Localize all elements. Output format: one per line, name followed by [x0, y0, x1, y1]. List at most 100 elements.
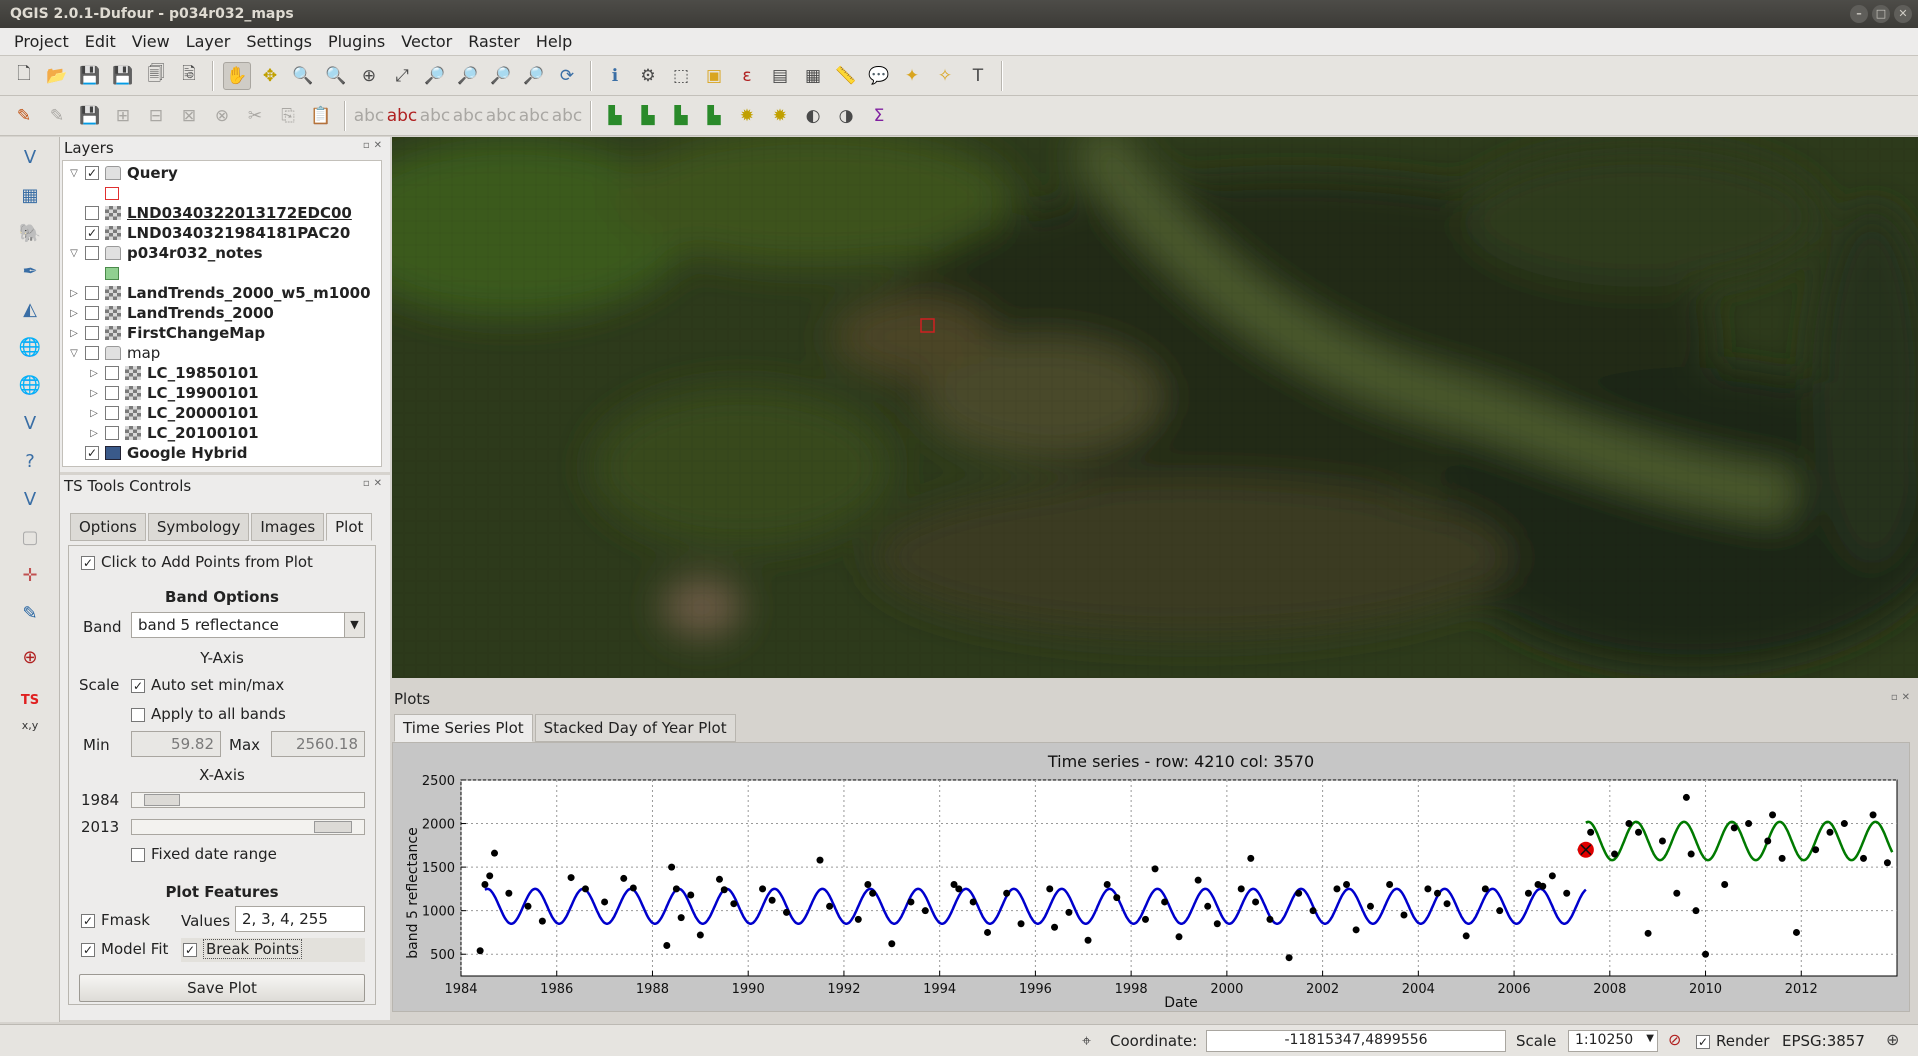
zoom-in-icon[interactable]: 🔍 — [292, 65, 314, 86]
new-project-icon[interactable]: 🗋 — [17, 64, 31, 84]
add-wfs-layer-icon[interactable]: V — [23, 413, 37, 434]
collapse-arrow-icon[interactable]: ▷ — [70, 327, 78, 339]
collapse-arrow-icon[interactable]: ▷ — [90, 407, 98, 419]
save-plot-button[interactable]: Save Plot — [79, 974, 365, 1002]
increase-brightness-icon[interactable]: ✹ — [739, 105, 755, 126]
collapse-arrow-icon[interactable]: ▷ — [90, 367, 98, 379]
auto-set-checkbox[interactable]: ✓ Auto set min/max — [131, 676, 285, 694]
zoom-native-icon[interactable]: ⊕ — [361, 65, 377, 86]
tab-images[interactable]: Images — [251, 513, 325, 541]
map-tips-icon[interactable]: ⚙ — [640, 65, 656, 86]
layer-row-landtrends-w5[interactable]: ▷ LandTrends_2000_w5_m1000 — [67, 283, 370, 303]
max-field[interactable]: 2560.18 — [271, 731, 365, 757]
layer-checkbox[interactable] — [105, 426, 119, 440]
chevron-down-icon[interactable]: ▼ — [1646, 1033, 1654, 1044]
ts-tools-icon[interactable]: TS — [20, 693, 40, 708]
zoom-layer-icon[interactable]: 🔎 — [457, 65, 479, 86]
save-as-icon[interactable]: 💾 — [112, 65, 134, 86]
menu-project[interactable]: Project — [14, 32, 69, 51]
open-project-icon[interactable]: 📂 — [46, 65, 68, 86]
menu-plugins[interactable]: Plugins — [327, 32, 386, 51]
layer-labeling-icon[interactable]: abc — [386, 105, 418, 126]
zoom-selection-icon[interactable]: 🔎 — [424, 65, 446, 86]
tab-plot[interactable]: Plot — [326, 513, 373, 541]
layer-row-map[interactable]: ▽ map — [67, 343, 160, 363]
stop-render-icon[interactable]: ⊘ — [1668, 1030, 1682, 1049]
menu-view[interactable]: View — [131, 32, 170, 51]
panel-float-close-icons[interactable]: ▫✕ — [362, 478, 386, 489]
attribute-table-icon[interactable]: ▤ — [771, 65, 789, 86]
add-spatialite-layer-icon[interactable]: ✒ — [22, 261, 38, 282]
select-by-expression-icon[interactable]: ε — [742, 65, 752, 86]
layer-checkbox[interactable] — [85, 326, 99, 340]
expand-arrow-icon[interactable]: ▽ — [70, 247, 78, 259]
apply-all-bands-checkbox[interactable]: Apply to all bands — [131, 705, 286, 723]
identify-icon[interactable]: ℹ — [611, 65, 619, 86]
menu-raster[interactable]: Raster — [468, 32, 520, 51]
layer-row-lc2000[interactable]: ▷ LC_20000101 — [87, 403, 258, 423]
layer-checkbox[interactable] — [85, 346, 99, 360]
menu-settings[interactable]: Settings — [246, 32, 312, 51]
x-start-slider[interactable] — [131, 792, 365, 808]
deselect-icon[interactable]: ▣ — [705, 65, 723, 86]
decrease-contrast-icon[interactable]: ◑ — [838, 105, 854, 126]
tab-options[interactable]: Options — [70, 513, 146, 541]
zoom-next-icon[interactable]: 🔎 — [523, 65, 545, 86]
tab-stacked-doy-plot[interactable]: Stacked Day of Year Plot — [534, 714, 736, 742]
new-shapefile-icon[interactable]: V — [23, 489, 37, 510]
layer-row-notes[interactable]: ▽ p034r032_notes — [67, 243, 262, 263]
chevron-down-icon[interactable]: ▼ — [344, 613, 364, 637]
layer-checkbox[interactable]: ✓ — [85, 446, 99, 460]
local-histogram-icon[interactable]: ▙ — [674, 105, 688, 126]
slider-thumb[interactable] — [144, 794, 180, 806]
maximize-button[interactable]: □ — [1872, 5, 1890, 23]
add-vector-layer-icon[interactable]: V — [23, 147, 37, 168]
show-bookmarks-icon[interactable]: ✧ — [937, 65, 953, 86]
break-points-checkbox[interactable]: ✓ Break Points — [181, 938, 365, 962]
panel-float-close-icons[interactable]: ▫✕ — [1890, 692, 1914, 703]
histogram-icon[interactable]: ▙ — [608, 105, 622, 126]
render-checkbox[interactable]: ✓ Render — [1696, 1032, 1770, 1050]
field-calculator-icon[interactable]: ▦ — [804, 65, 822, 86]
fmask-checkbox[interactable]: ✓ Fmask — [81, 911, 150, 929]
xy-tool-icon[interactable]: x,y — [21, 719, 39, 732]
statistics-icon[interactable]: Σ — [873, 105, 885, 126]
layer-checkbox[interactable] — [85, 306, 99, 320]
full-histogram-icon[interactable]: ▙ — [707, 105, 721, 126]
coordinate-toggle-icon[interactable]: ⌖ — [1082, 1031, 1092, 1050]
add-postgis-layer-icon[interactable]: 🐘 — [18, 223, 42, 244]
model-fit-checkbox[interactable]: ✓ Model Fit — [81, 940, 169, 958]
layer-checkbox[interactable] — [85, 246, 99, 260]
zoom-out-icon[interactable]: 🔍 — [325, 65, 347, 86]
composer-manager-icon[interactable]: 🗟 — [182, 64, 196, 84]
collapse-arrow-icon[interactable]: ▷ — [90, 387, 98, 399]
add-delimited-text-icon[interactable]: ? — [25, 451, 35, 472]
decrease-brightness-icon[interactable]: ✹ — [772, 105, 788, 126]
add-raster-layer-icon[interactable]: ▦ — [21, 185, 39, 206]
layer-row-lc1985[interactable]: ▷ LC_19850101 — [87, 363, 258, 383]
layer-checkbox[interactable] — [85, 286, 99, 300]
new-bookmark-icon[interactable]: ✦ — [904, 65, 920, 86]
measure-icon[interactable]: 📏 — [835, 65, 857, 86]
layer-checkbox[interactable]: ✓ — [85, 166, 99, 180]
new-print-composer-icon[interactable]: 🗐 — [147, 64, 165, 84]
min-field[interactable]: 59.82 — [131, 731, 221, 757]
layer-checkbox[interactable] — [105, 366, 119, 380]
layer-row-lc2010[interactable]: ▷ LC_20100101 — [87, 423, 258, 443]
fmask-values-field[interactable]: 2, 3, 4, 255 — [235, 906, 365, 932]
tab-symbology[interactable]: Symbology — [147, 513, 250, 541]
slider-thumb[interactable] — [314, 821, 352, 833]
layer-checkbox[interactable] — [105, 386, 119, 400]
collapse-arrow-icon[interactable]: ▷ — [90, 427, 98, 439]
layer-row-lnd2013[interactable]: LND0340322013172EDC00 — [67, 203, 352, 223]
add-point-icon[interactable]: ✛ — [22, 565, 38, 586]
expand-arrow-icon[interactable]: ▽ — [70, 347, 78, 359]
refresh-icon[interactable]: ⟳ — [559, 65, 575, 86]
zoom-last-icon[interactable]: 🔎 — [490, 65, 512, 86]
coordinate-field[interactable]: -11815347,4899556 — [1206, 1030, 1506, 1052]
stretch-icon[interactable]: ▙ — [641, 105, 655, 126]
annotation-icon[interactable]: 💬 — [868, 65, 890, 86]
scale-combobox[interactable]: 1:10250 ▼ — [1568, 1030, 1658, 1052]
collapse-arrow-icon[interactable]: ▷ — [70, 307, 78, 319]
toggle-editing-icon[interactable]: ✎ — [16, 105, 32, 126]
